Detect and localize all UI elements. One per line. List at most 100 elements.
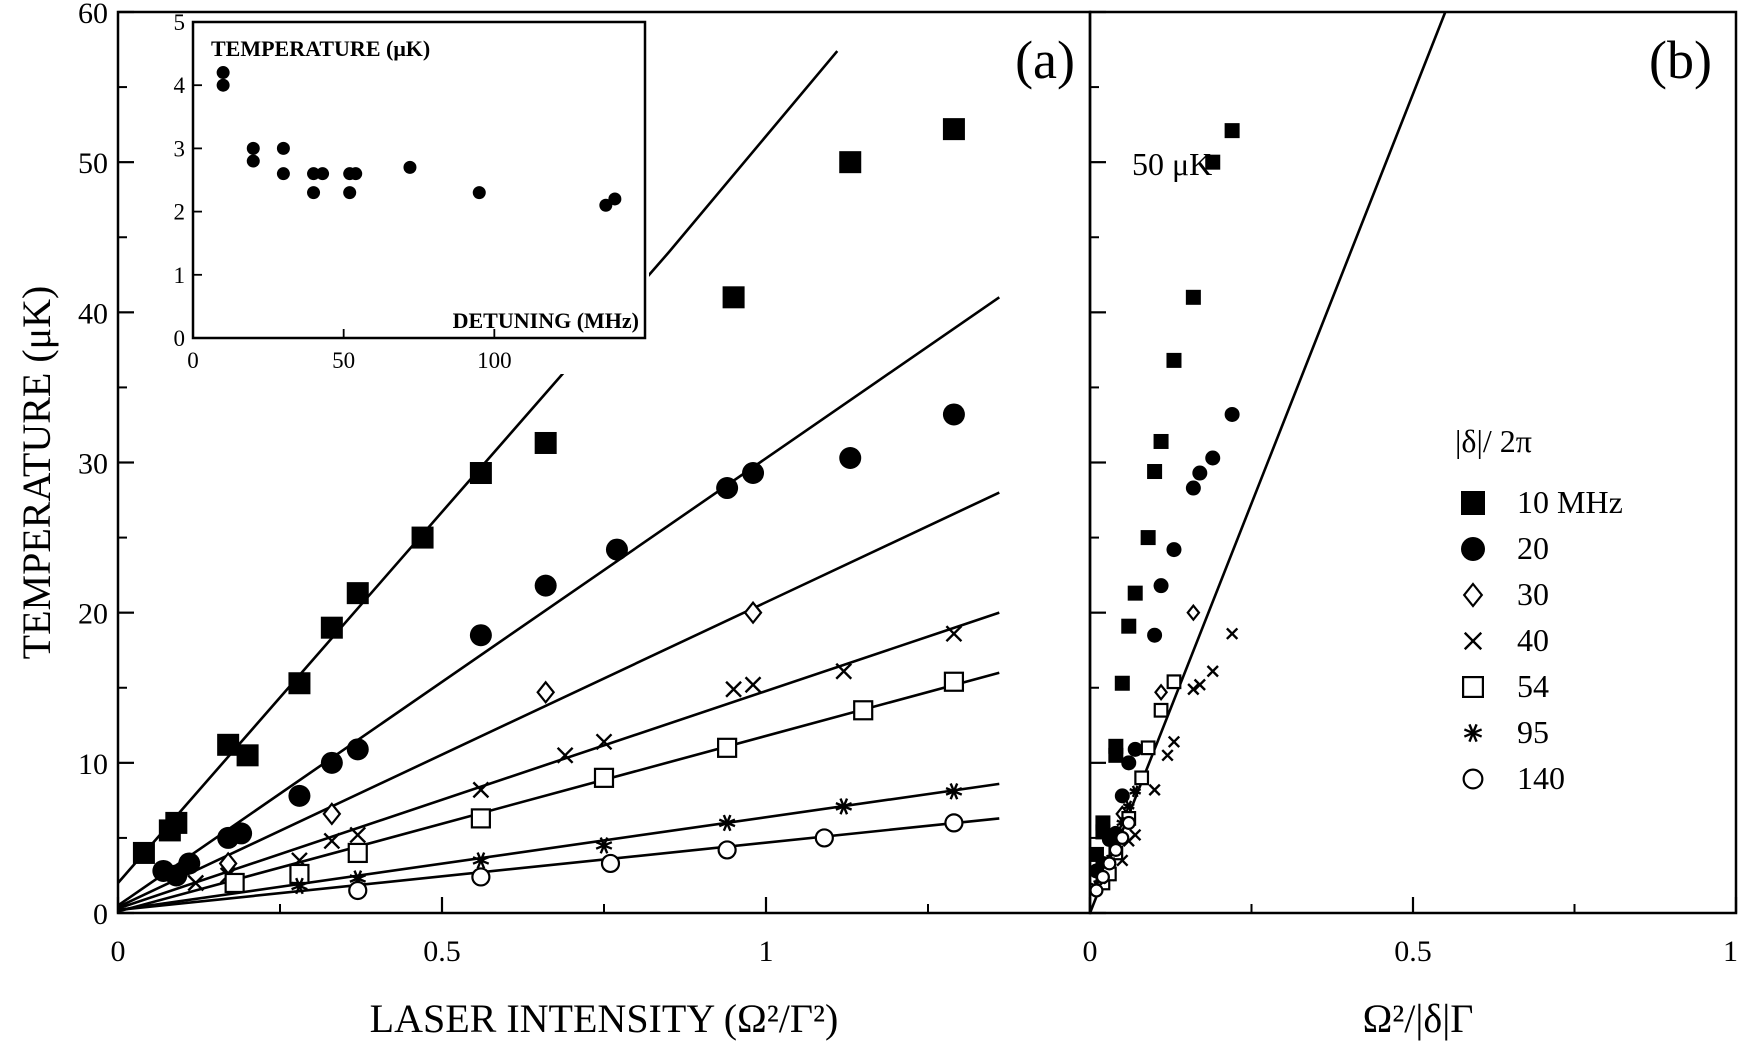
inset-data-point xyxy=(472,186,486,200)
legend-marker-open-square xyxy=(1461,675,1484,698)
data-point-b-x xyxy=(1206,665,1219,678)
data-point-open-square xyxy=(943,671,965,692)
data-point-open-circle xyxy=(717,840,737,860)
data-point-asterisk xyxy=(472,852,490,869)
data-point-filled-circle xyxy=(742,462,765,485)
data-point-open-square xyxy=(289,863,310,885)
inset-data-point xyxy=(599,198,613,212)
data-point-b-filled-square xyxy=(1127,585,1143,601)
y-tick-label: 0 xyxy=(93,898,108,931)
panel-label-b: (b) xyxy=(1649,30,1712,90)
data-point-filled-square xyxy=(236,744,259,767)
data-point-filled-square xyxy=(534,431,557,454)
data-point-b-asterisk xyxy=(1122,800,1135,813)
data-point-b-filled-square xyxy=(1140,530,1156,546)
data-point-b-filled-square xyxy=(1114,675,1130,691)
data-point-b-filled-circle xyxy=(1166,542,1182,558)
data-point-filled-square xyxy=(320,616,343,639)
legend-marker-filled-circle xyxy=(1461,537,1485,561)
inset-data-point xyxy=(276,141,290,155)
data-point-filled-circle xyxy=(288,784,311,807)
legend: |δ|/ 2π 10 MHz 20 30 40 54 95 140 xyxy=(1455,423,1623,796)
y-tick-label: 40 xyxy=(78,297,108,330)
data-point-x xyxy=(187,874,205,892)
x-axis-title: LASER INTENSITY (Ω²/Γ²) xyxy=(370,996,839,1041)
inset-data-point xyxy=(246,154,260,168)
x-tick-label: 0.5 xyxy=(1394,935,1432,968)
legend-marker-x xyxy=(1463,631,1483,651)
x-tick-label: 0.5 xyxy=(423,935,461,968)
data-point-b-asterisk xyxy=(1129,785,1142,798)
data-point-open-circle xyxy=(814,828,834,848)
data-point-filled-square xyxy=(722,286,745,309)
data-point-b-open-diamond xyxy=(1154,683,1169,702)
x-tick-label: 1 xyxy=(1723,935,1738,968)
inset-data-point xyxy=(316,167,330,181)
data-point-b-x xyxy=(1187,683,1200,696)
x-tick-label: 0 xyxy=(1083,935,1098,968)
data-point-b-open-square xyxy=(1166,674,1182,690)
data-point-filled-square xyxy=(165,811,188,834)
data-point-x xyxy=(725,680,742,698)
data-point-b-filled-square xyxy=(1153,433,1169,449)
legend-marker-filled-square xyxy=(1461,491,1485,515)
data-point-x xyxy=(472,781,490,799)
data-point-asterisk xyxy=(595,837,613,854)
data-point-b-x xyxy=(1226,627,1239,640)
data-point-filled-circle xyxy=(716,477,739,500)
fit-line-b xyxy=(1088,11,1447,914)
legend-label: 40 xyxy=(1517,622,1549,658)
inset-y-tick-label: 1 xyxy=(174,263,186,288)
data-point-b-open-circle xyxy=(1121,815,1136,830)
data-point-filled-circle xyxy=(534,574,557,597)
panel-b: 0 0.5 1 Ω²/|δ|Γ (b) 50 μK xyxy=(1083,10,1738,1041)
legend-label: 20 xyxy=(1517,530,1549,566)
inset-data-point xyxy=(216,66,230,80)
x-tick-label: 0 xyxy=(111,935,126,968)
data-point-b-filled-square xyxy=(1205,154,1221,170)
data-point-open-circle xyxy=(471,867,491,887)
data-point-x xyxy=(835,662,853,680)
data-point-b-filled-circle xyxy=(1147,627,1163,643)
data-point-asterisk xyxy=(835,798,853,815)
data-point-b-open-square xyxy=(1140,740,1156,756)
data-point-b-open-circle xyxy=(1115,830,1130,845)
panel-label-a: (a) xyxy=(1015,30,1075,90)
inset-y-tick-label: 2 xyxy=(174,200,186,225)
data-point-open-circle xyxy=(944,813,964,833)
data-point-filled-square xyxy=(132,841,155,864)
data-point-b-filled-circle xyxy=(1153,578,1169,594)
inset-data-point xyxy=(246,141,260,155)
inset-data-point xyxy=(307,167,321,181)
data-point-b-filled-circle xyxy=(1185,480,1201,496)
data-point-filled-circle xyxy=(605,538,628,561)
data-point-b-filled-square xyxy=(1147,464,1163,480)
inset-data-point xyxy=(608,192,622,206)
inset-data-point xyxy=(403,160,417,174)
fit-line xyxy=(117,491,1000,909)
data-point-b-filled-square xyxy=(1166,352,1182,368)
data-point-b-open-circle xyxy=(1095,869,1110,885)
fit-line xyxy=(117,817,1000,912)
data-point-open-diamond xyxy=(322,802,342,826)
data-point-b-open-circle xyxy=(1108,842,1123,857)
y-axis-title: TEMPERATURE (μK) xyxy=(14,286,59,660)
data-point-b-open-circle xyxy=(1102,856,1117,871)
inset-x-tick-label: 0 xyxy=(187,348,199,373)
inset-y-tick-label: 0 xyxy=(174,326,186,351)
data-point-b-filled-square xyxy=(1224,123,1240,139)
inset-plot-frame xyxy=(191,20,647,340)
inset-data-point xyxy=(276,167,290,181)
y-tick-label: 60 xyxy=(78,0,108,30)
data-point-b-filled-circle xyxy=(1192,465,1208,481)
legend-label: 10 MHz xyxy=(1517,484,1623,520)
data-point-filled-square xyxy=(288,672,311,695)
data-point-open-circle xyxy=(348,880,368,901)
x-tick-label: 1 xyxy=(759,935,774,968)
data-point-b-filled-circle xyxy=(1205,450,1221,466)
data-point-open-circle xyxy=(600,853,621,874)
